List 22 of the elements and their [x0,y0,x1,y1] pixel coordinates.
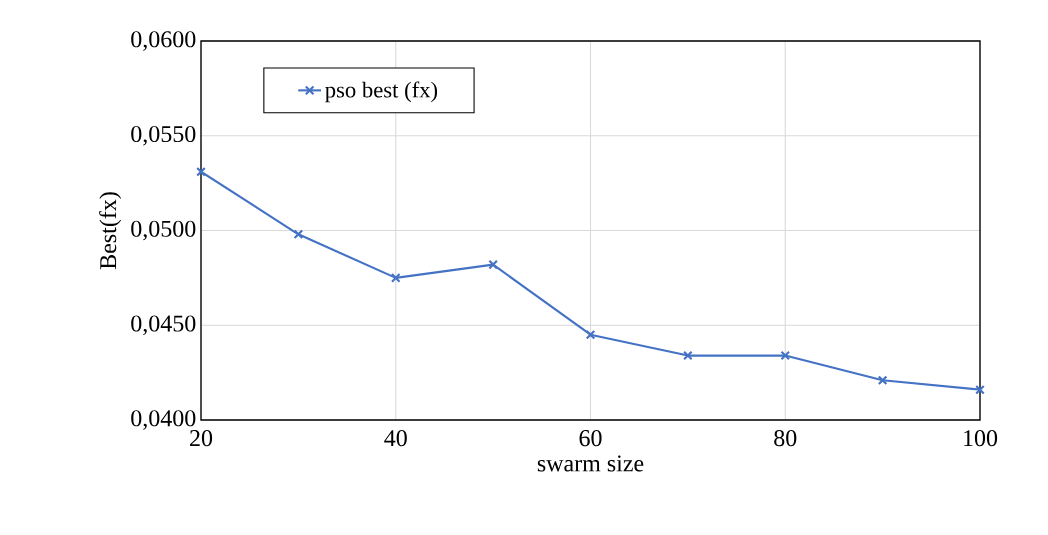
x-tick-label: 60 [579,430,602,447]
point [390,273,401,283]
x-tick-label: 80 [774,430,797,447]
y-tick-label: 0,0600 [131,31,196,51]
x-tick-label: 100 [964,430,998,447]
y-tick-label: 0,0450 [131,315,196,336]
point [585,329,596,340]
point [975,384,985,395]
point [196,166,206,177]
point [683,350,693,361]
y-axis-title: Best(fx) [99,192,122,270]
point [293,229,304,240]
point [877,375,888,386]
x-tick-label: 20 [190,430,213,447]
x-axis-title: swarm size [537,455,644,472]
point [488,259,498,270]
x-tick-label: 40 [384,430,407,447]
y-tick-label: 0,0400 [131,410,196,430]
legend-label: pso best (fx) [325,81,438,103]
point [780,350,791,361]
y-tick-label: 0,0500 [131,220,196,241]
y-tick-label: 0,0550 [131,125,196,146]
